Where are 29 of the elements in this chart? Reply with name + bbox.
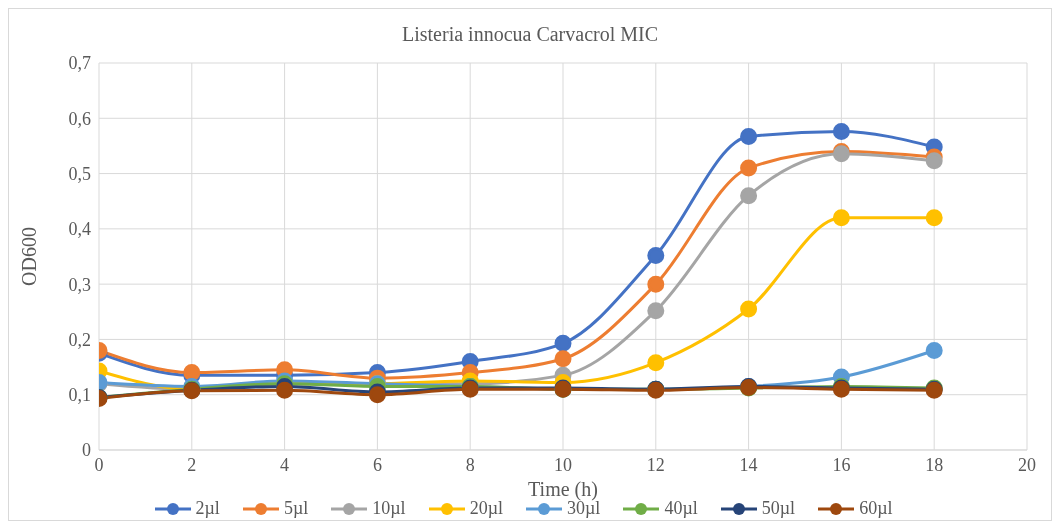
y-tick-label: 0,3 (68, 274, 91, 295)
x-tick-label: 12 (646, 454, 665, 475)
y-tick-label: 0 (82, 440, 91, 461)
legend-label: 2µl (194, 498, 220, 519)
x-tick-label: 0 (94, 454, 104, 475)
legend-label: 50µl (760, 498, 796, 519)
y-tick-label: 0,4 (68, 219, 91, 240)
chart-title: Listeria innocua Carvacrol MIC (401, 22, 659, 47)
x-tick-label: 16 (832, 454, 851, 475)
legend-label: 10µl (371, 498, 406, 519)
x-tick-label: 4 (280, 454, 290, 475)
legend-label: 5µl (282, 498, 309, 519)
x-tick-label: 6 (372, 454, 382, 475)
y-tick-label: 0,1 (68, 385, 91, 406)
y-tick-label: 0,6 (68, 108, 91, 129)
x-tick-label: 18 (925, 454, 944, 475)
y-tick-label: 0,7 (68, 53, 91, 74)
x-axis-title: Time (h) (528, 478, 598, 501)
x-tick-label: 10 (554, 454, 572, 475)
y-axis-title: OD600 (18, 227, 41, 286)
y-tick-label: 0,5 (68, 163, 91, 184)
x-tick-label: 2 (187, 454, 197, 475)
legend-label: 60µl (858, 498, 893, 519)
x-tick-label: 14 (739, 454, 758, 475)
x-tick-label: 20 (1018, 454, 1036, 475)
y-tick-label: 0,2 (68, 329, 91, 350)
legend-label: 40µl (663, 498, 698, 519)
x-tick-label: 8 (465, 454, 475, 475)
legend-label: 20µl (468, 498, 503, 519)
